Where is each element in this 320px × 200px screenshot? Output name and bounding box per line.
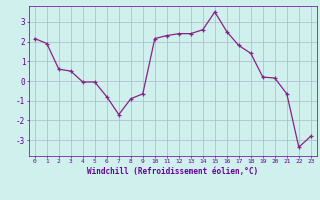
X-axis label: Windchill (Refroidissement éolien,°C): Windchill (Refroidissement éolien,°C)	[87, 167, 258, 176]
